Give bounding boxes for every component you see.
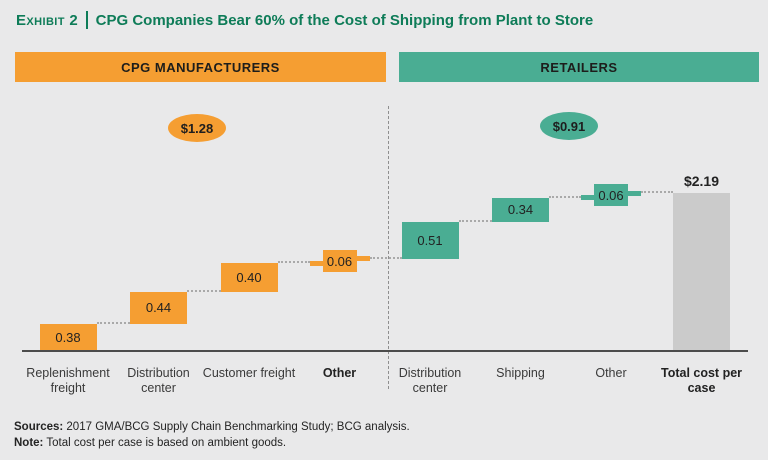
note-text: Total cost per case is based on ambient … bbox=[43, 436, 287, 449]
connector-line bbox=[277, 261, 310, 264]
sources-label: Sources: bbox=[14, 421, 64, 433]
connector-line bbox=[641, 191, 673, 194]
column-label: Replenishment freight bbox=[26, 366, 110, 395]
exhibit-number: Exhibit 2 bbox=[16, 11, 79, 29]
cpg-total-badge: $1.28 bbox=[168, 114, 226, 142]
section-header-retailers: RETAILERS bbox=[399, 52, 759, 82]
waterfall-stub-out bbox=[628, 190, 641, 196]
column-label: Distribution center bbox=[127, 366, 190, 395]
column-label: Other bbox=[595, 366, 627, 380]
title-text: CPG Companies Bear 60% of the Cost of Sh… bbox=[95, 11, 594, 29]
note-line: Note: Total cost per case is based on am… bbox=[14, 436, 410, 452]
connector-line bbox=[458, 220, 492, 223]
waterfall-bar: 0.40 bbox=[220, 263, 278, 292]
connector-line bbox=[549, 195, 581, 198]
waterfall-bar: 0.38 bbox=[39, 323, 97, 351]
sources-text: 2017 GMA/BCG Supply Chain Benchmarking S… bbox=[63, 421, 410, 433]
total-cost-bar bbox=[673, 193, 730, 351]
section-header-cpg-manufacturers: CPG MANUFACTURERS bbox=[15, 52, 386, 82]
x-axis-line bbox=[22, 350, 748, 352]
waterfall-bar: 0.34 bbox=[492, 197, 549, 223]
title-divider bbox=[86, 11, 88, 29]
waterfall-bar-small: 0.06 bbox=[594, 184, 628, 207]
connector-line bbox=[369, 256, 402, 259]
column-label: Customer freight bbox=[202, 366, 296, 380]
column-label: Shipping bbox=[496, 366, 545, 380]
column-label: Distribution center bbox=[398, 366, 462, 395]
sources-line: Sources: 2017 GMA/BCG Supply Chain Bench… bbox=[14, 420, 410, 436]
column-label: Other bbox=[322, 366, 357, 380]
waterfall-stub-out bbox=[356, 256, 370, 262]
waterfall-bar: 0.51 bbox=[401, 222, 459, 259]
waterfall-stub-in bbox=[309, 260, 323, 266]
connector-line bbox=[96, 321, 130, 324]
exhibit-title: Exhibit 2 CPG Companies Bear 60% of the … bbox=[16, 11, 593, 29]
retailers-total-badge: $0.91 bbox=[540, 112, 598, 140]
footer-notes: Sources: 2017 GMA/BCG Supply Chain Bench… bbox=[14, 420, 410, 451]
group-divider-dashed-line bbox=[388, 106, 389, 389]
total-cost-value: $2.19 bbox=[683, 173, 720, 190]
waterfall-bar-small: 0.06 bbox=[322, 250, 357, 272]
column-label: Total cost per case bbox=[660, 366, 743, 395]
waterfall-stub-in bbox=[581, 195, 594, 201]
note-label: Note: bbox=[14, 436, 44, 449]
waterfall-bar: 0.44 bbox=[130, 291, 187, 324]
connector-line bbox=[187, 289, 221, 292]
